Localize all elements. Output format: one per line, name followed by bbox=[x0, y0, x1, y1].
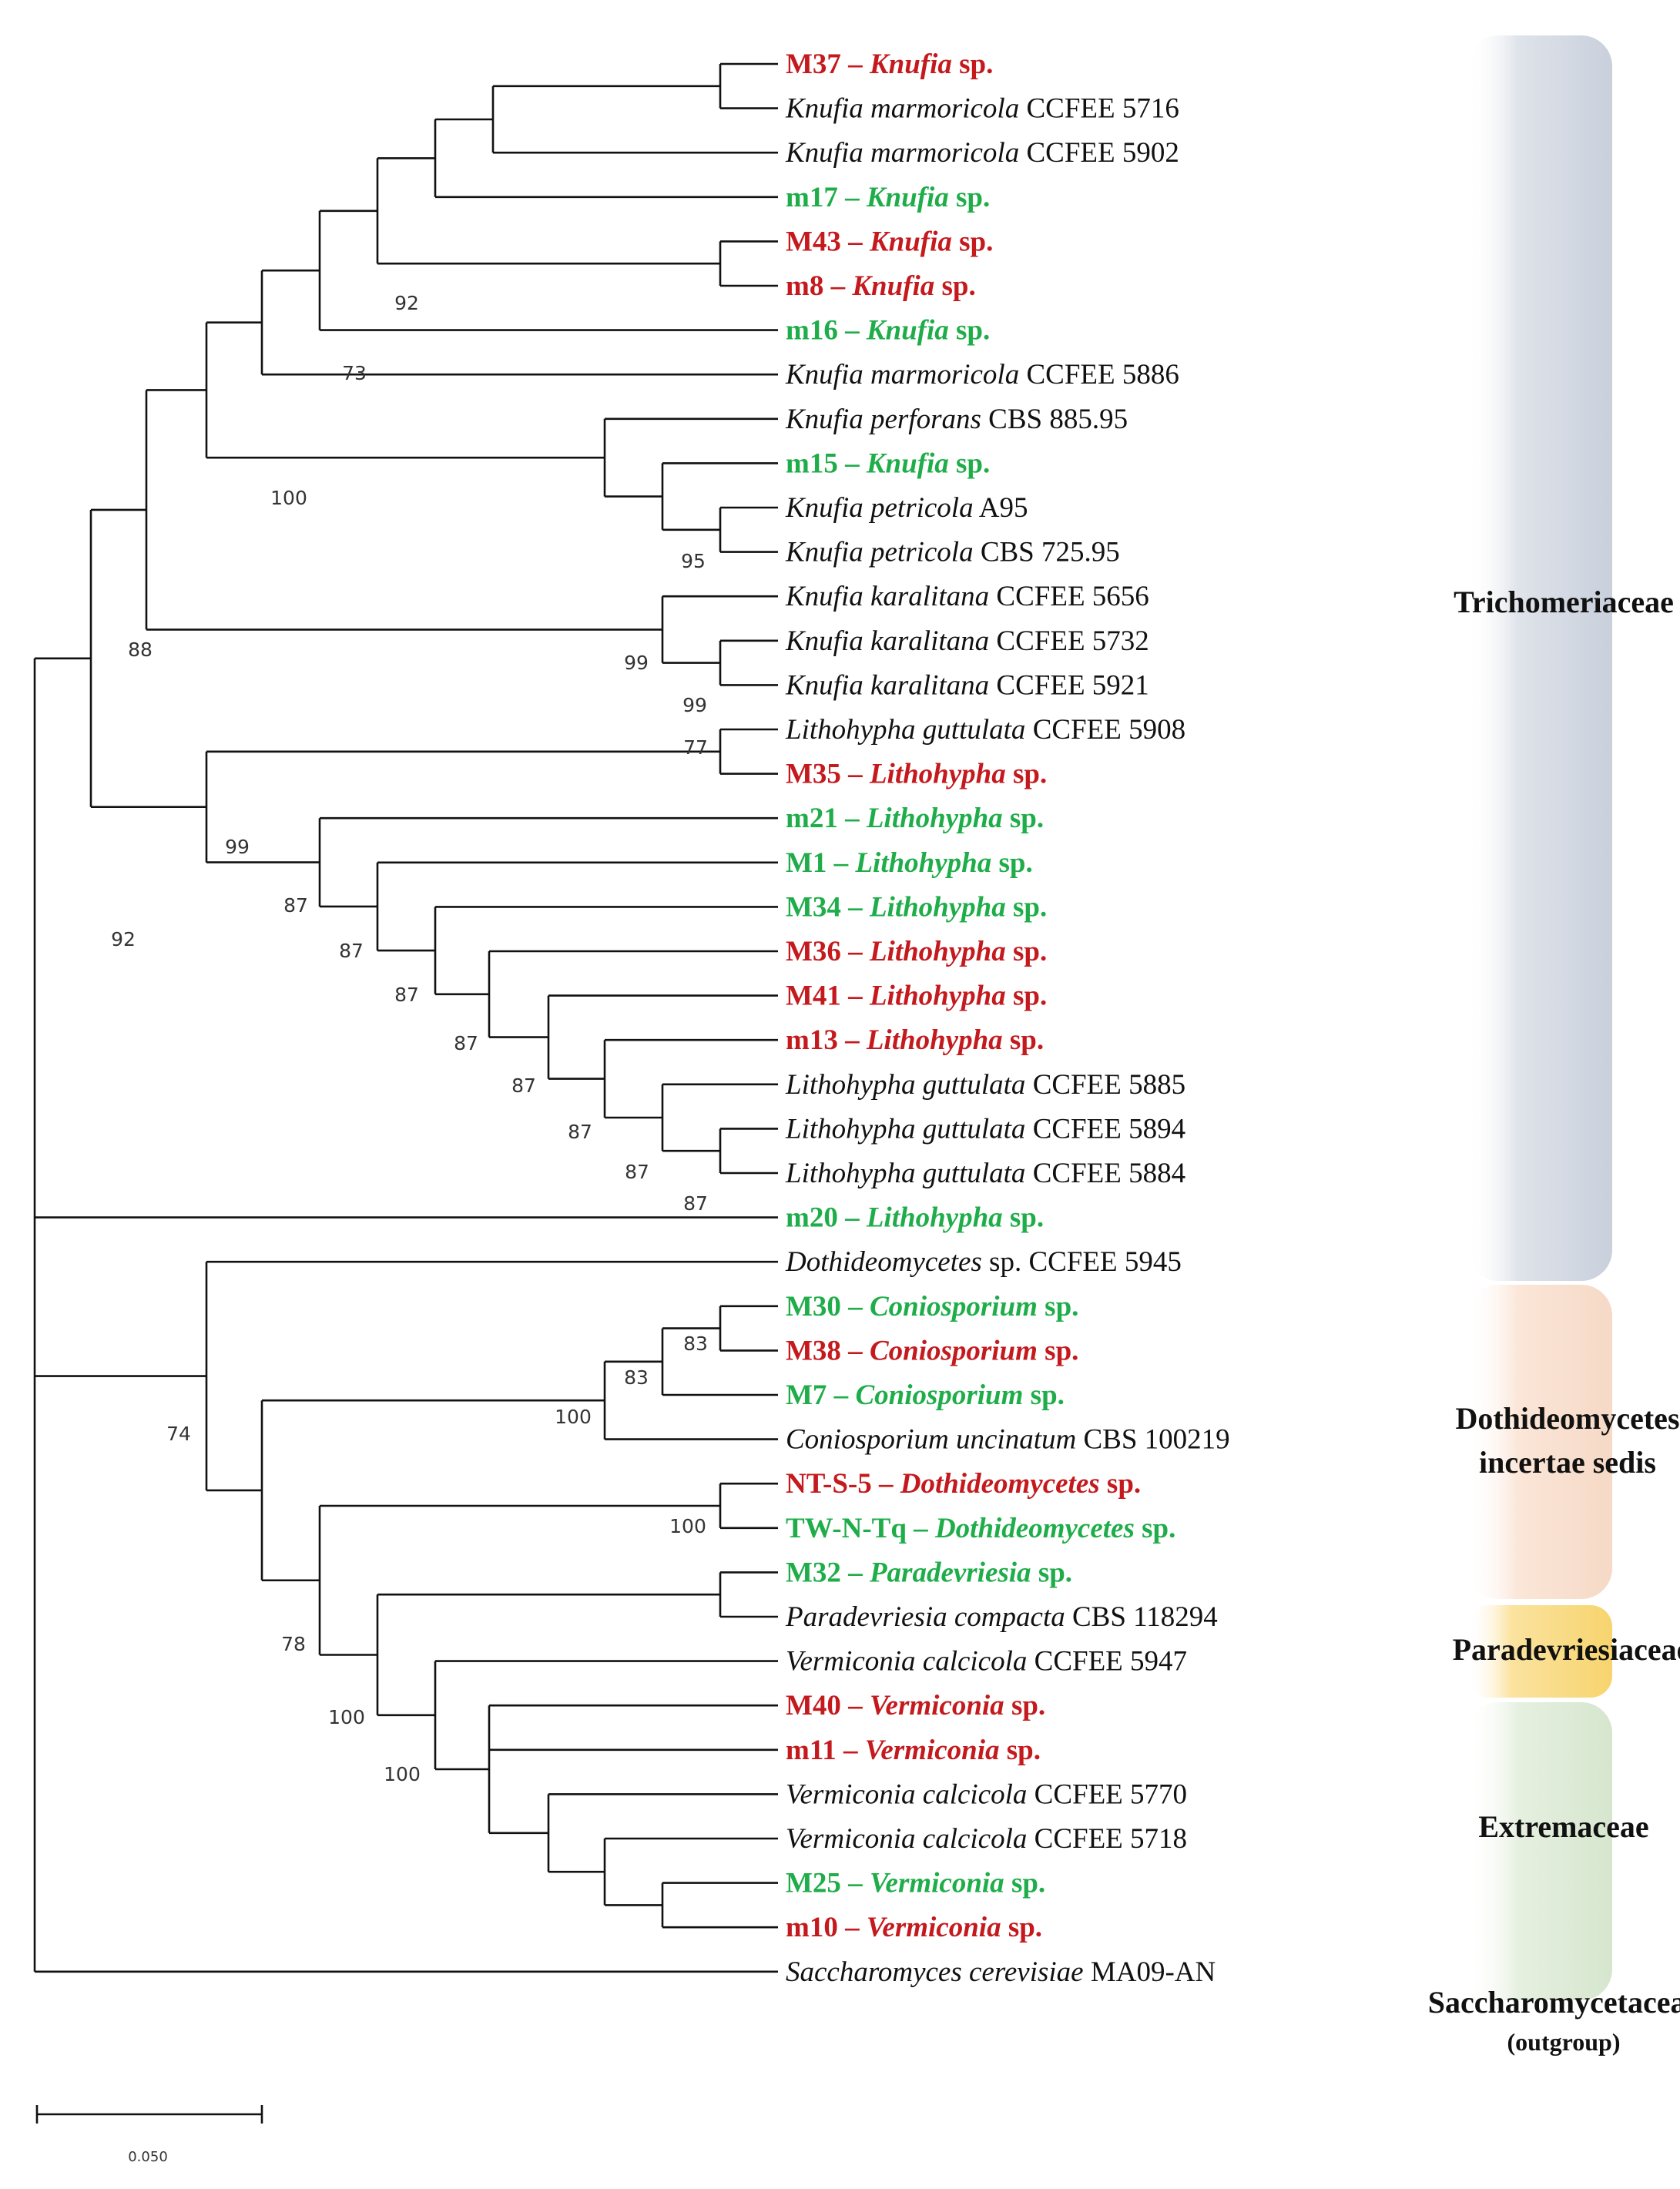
taxon-label: Knufia marmoricola CCFEE 5886 bbox=[785, 359, 1179, 391]
taxon-label: m13 – Lithohypha sp. bbox=[786, 1024, 1044, 1056]
taxon-label: M7 – Coniosporium sp. bbox=[786, 1379, 1065, 1411]
bootstrap-value: 87 bbox=[683, 1192, 708, 1215]
taxon-label: Vermiconia calcicola CCFEE 5718 bbox=[786, 1823, 1187, 1855]
taxon-label: Lithohypha guttulata CCFEE 5908 bbox=[785, 714, 1185, 746]
band-extremaceae bbox=[1467, 1702, 1612, 2000]
taxon-label: Knufia petricola CBS 725.95 bbox=[785, 537, 1120, 568]
taxon-label: Knufia petricola A95 bbox=[785, 492, 1028, 524]
taxon-label: Lithohypha guttulata CCFEE 5894 bbox=[785, 1113, 1185, 1145]
taxon-label: M32 – Paradevriesia sp. bbox=[786, 1557, 1072, 1588]
bootstrap-value: 87 bbox=[339, 940, 364, 962]
taxon-label: TW-N-Tq – Dothideomycetes sp. bbox=[786, 1513, 1175, 1544]
taxon-label: M35 – Lithohypha sp. bbox=[786, 759, 1047, 790]
taxon-label: m17 – Knufia sp. bbox=[786, 182, 990, 213]
bootstrap-value: 88 bbox=[128, 639, 153, 661]
band-trichomeriaceae bbox=[1467, 35, 1612, 1281]
bootstrap-value: 87 bbox=[625, 1161, 649, 1183]
bootstrap-value: 87 bbox=[568, 1121, 592, 1143]
bootstrap-value: 78 bbox=[281, 1633, 306, 1655]
band-paradevriesiaceae bbox=[1467, 1605, 1612, 1698]
bootstrap-value: 73 bbox=[342, 362, 367, 384]
taxon-label: Lithohypha guttulata CCFEE 5884 bbox=[785, 1158, 1185, 1189]
scale-bar: 0.050 bbox=[35, 2105, 263, 2165]
taxon-label: m16 – Knufia sp. bbox=[786, 315, 990, 347]
bootstrap-value: 87 bbox=[454, 1032, 478, 1054]
family-outgroup: (outgroup) bbox=[1507, 2028, 1621, 2056]
taxon-label: M34 – Lithohypha sp. bbox=[786, 891, 1047, 923]
taxon-label: m11 – Vermiconia sp. bbox=[786, 1735, 1041, 1766]
taxon-label: m20 – Lithohypha sp. bbox=[786, 1202, 1044, 1234]
taxon-label: M38 – Coniosporium sp. bbox=[786, 1335, 1078, 1366]
bootstrap-value: 87 bbox=[511, 1074, 536, 1097]
taxon-label: Knufia karalitana CCFEE 5656 bbox=[785, 581, 1149, 612]
bootstrap-value: 100 bbox=[669, 1515, 706, 1537]
bootstrap-value: 92 bbox=[111, 928, 136, 950]
scale-bar-label: 0.050 bbox=[128, 2149, 168, 2165]
bootstrap-value: 87 bbox=[283, 894, 308, 917]
bootstrap-value: 83 bbox=[683, 1333, 708, 1355]
taxon-label: M41 – Lithohypha sp. bbox=[786, 981, 1047, 1012]
taxon-label: Coniosporium uncinatum CBS 100219 bbox=[786, 1424, 1230, 1456]
bootstrap-value: 87 bbox=[394, 984, 419, 1006]
taxon-label: m10 – Vermiconia sp. bbox=[786, 1912, 1042, 1943]
taxon-label: Knufia marmoricola CCFEE 5716 bbox=[785, 93, 1179, 125]
bootstrap-value: 100 bbox=[270, 487, 307, 509]
taxon-label: Dothideomycetes sp. CCFEE 5945 bbox=[785, 1246, 1182, 1278]
band-dothideomycetes bbox=[1467, 1285, 1612, 1599]
bootstrap-value: 92 bbox=[394, 292, 419, 314]
taxon-labels: M37 – Knufia sp. Knufia marmoricola CCFEE… bbox=[785, 49, 1230, 1988]
bootstrap-value: 99 bbox=[682, 694, 707, 716]
bootstrap-value: 100 bbox=[555, 1406, 592, 1428]
taxon-label: M43 – Knufia sp. bbox=[786, 226, 993, 257]
bootstrap-value: 99 bbox=[624, 652, 649, 674]
bootstrap-value: 83 bbox=[624, 1366, 649, 1389]
family-extremaceae: Extremaceae bbox=[1478, 1809, 1648, 1844]
taxon-label: Paradevriesia compacta CBS 118294 bbox=[785, 1601, 1218, 1633]
taxon-label: M36 – Lithohypha sp. bbox=[786, 936, 1047, 967]
bootstrap-value: 95 bbox=[681, 550, 706, 572]
taxon-label: Knufia karalitana CCFEE 5732 bbox=[785, 625, 1149, 657]
taxon-label: m8 – Knufia sp. bbox=[786, 270, 976, 302]
family-dothideomycetes-line1: Dothideomycetes bbox=[1455, 1401, 1679, 1436]
tree-branches bbox=[33, 62, 778, 1973]
taxon-label: M30 – Coniosporium sp. bbox=[786, 1291, 1078, 1322]
taxon-label: M40 – Vermiconia sp. bbox=[786, 1690, 1045, 1721]
taxon-label: NT-S-5 – Dothideomycetes sp. bbox=[786, 1468, 1141, 1500]
taxon-label: m15 – Knufia sp. bbox=[786, 448, 990, 479]
taxon-label: Knufia perforans CBS 885.95 bbox=[785, 404, 1128, 435]
taxon-label: Vermiconia calcicola CCFEE 5947 bbox=[786, 1646, 1187, 1678]
taxon-label: M37 – Knufia sp. bbox=[786, 49, 993, 80]
bootstrap-value: 100 bbox=[328, 1706, 365, 1728]
family-paradevriesiaceae: Paradevriesiaceae bbox=[1453, 1632, 1680, 1667]
taxon-label: Knufia karalitana CCFEE 5921 bbox=[785, 669, 1149, 701]
taxon-label: m21 – Lithohypha sp. bbox=[786, 803, 1044, 834]
taxon-label: Saccharomyces cerevisiae MA09-AN bbox=[786, 1956, 1216, 1988]
taxon-label: Vermiconia calcicola CCFEE 5770 bbox=[786, 1778, 1187, 1810]
family-dothideomycetes-line2: incertae sedis bbox=[1479, 1445, 1656, 1480]
taxon-label: M1 – Lithohypha sp. bbox=[786, 847, 1033, 879]
bootstrap-value: 74 bbox=[166, 1423, 191, 1445]
family-saccharomycetaceae: Saccharomycetaceae bbox=[1428, 1985, 1680, 2020]
bootstrap-value: 100 bbox=[384, 1763, 421, 1785]
bootstrap-values: 92 73 100 95 99 99 88 77 99 87 87 87 87 87 87 87 87 92 83 8… bbox=[111, 292, 708, 1785]
taxon-label: M25 – Vermiconia sp. bbox=[786, 1868, 1045, 1899]
bootstrap-value: 99 bbox=[225, 836, 250, 858]
bootstrap-value: 77 bbox=[683, 736, 708, 759]
family-trichomeriaceae: Trichomeriaceae bbox=[1454, 585, 1674, 619]
taxon-label: Lithohypha guttulata CCFEE 5885 bbox=[785, 1069, 1185, 1101]
taxon-label: Knufia marmoricola CCFEE 5902 bbox=[785, 137, 1179, 169]
